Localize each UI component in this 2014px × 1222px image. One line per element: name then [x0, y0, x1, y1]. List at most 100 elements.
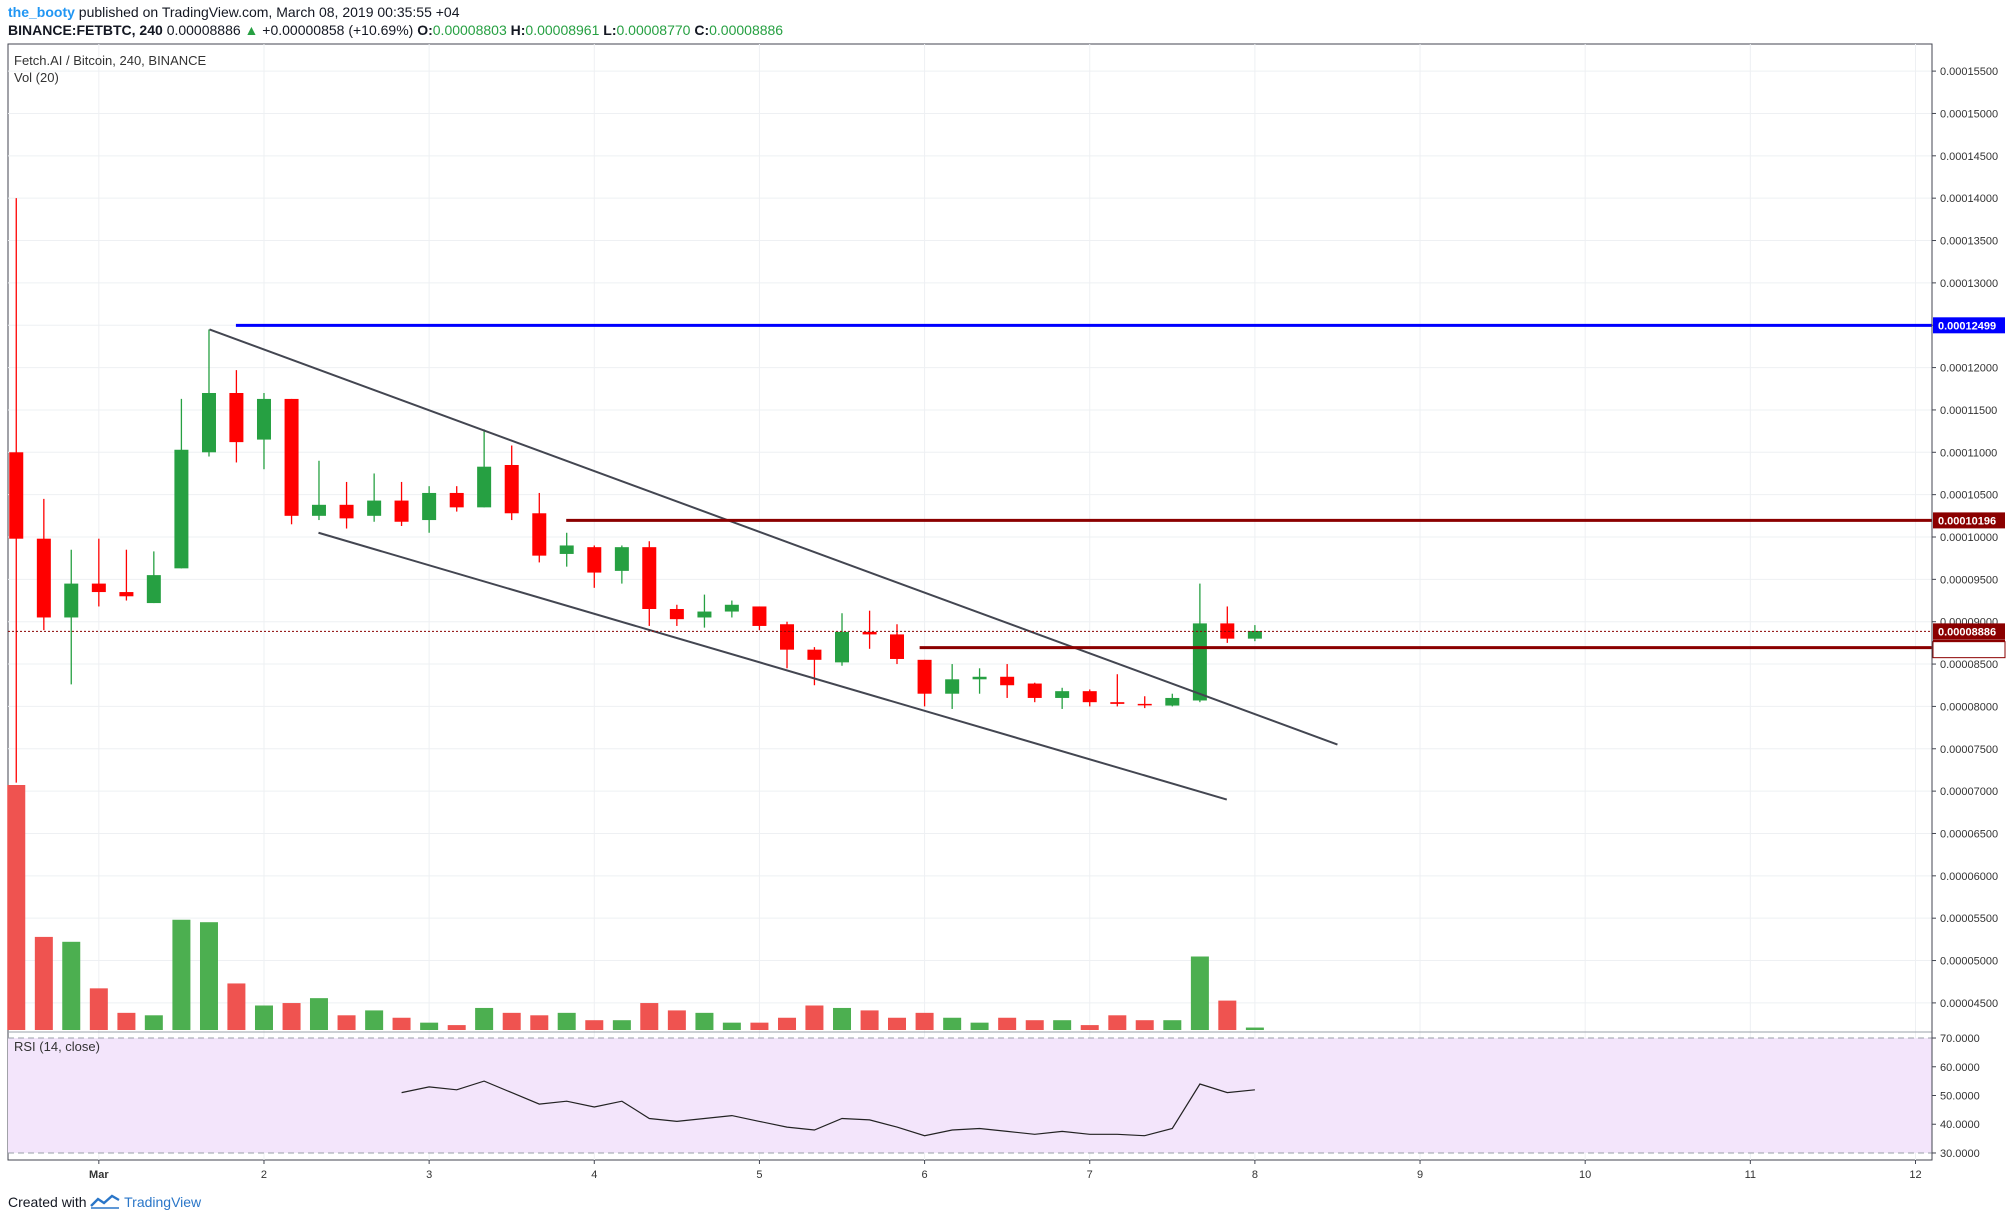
- low-label: L:: [603, 22, 617, 38]
- volume-bar: [1135, 1020, 1154, 1030]
- volume-bar: [943, 1017, 962, 1030]
- volume-bars: [7, 785, 1264, 1030]
- candle[interactable]: [394, 481, 409, 526]
- open-label: O:: [417, 22, 433, 38]
- tradingview-brand[interactable]: TradingView: [124, 1194, 202, 1210]
- candle[interactable]: [1220, 606, 1235, 643]
- candle-body: [422, 492, 437, 521]
- candle[interactable]: [917, 659, 932, 707]
- volume-bar: [1163, 1020, 1182, 1030]
- created-with-label: Created with: [8, 1194, 87, 1210]
- candle[interactable]: [724, 600, 739, 618]
- volume-bar: [888, 1017, 907, 1030]
- volume-bar: [612, 1020, 631, 1030]
- price-tick-label: 0.00010000: [1940, 532, 1998, 544]
- candle[interactable]: [972, 668, 987, 694]
- candle[interactable]: [642, 541, 657, 626]
- candle-body: [1137, 703, 1152, 706]
- candle[interactable]: [752, 606, 767, 631]
- candle[interactable]: [504, 445, 519, 521]
- candle[interactable]: [229, 370, 244, 463]
- time-tick-label: 6: [922, 1169, 928, 1181]
- time-tick-label: Mar: [89, 1169, 109, 1181]
- candle[interactable]: [449, 486, 464, 512]
- candle[interactable]: [559, 532, 574, 567]
- candle[interactable]: [862, 610, 877, 649]
- candle[interactable]: [1082, 689, 1097, 707]
- candle[interactable]: [1192, 583, 1207, 703]
- candle-body: [917, 659, 932, 694]
- candle[interactable]: [890, 624, 905, 665]
- candle[interactable]: [1110, 674, 1125, 707]
- candle[interactable]: [367, 473, 382, 522]
- candle-body: [945, 679, 960, 694]
- candle[interactable]: [587, 545, 602, 588]
- volume-bar: [199, 922, 218, 1030]
- volume-bar: [420, 1022, 439, 1030]
- candle[interactable]: [669, 604, 684, 626]
- price-tick-label: 0.00011000: [1940, 447, 1997, 459]
- candle[interactable]: [9, 198, 24, 783]
- volume-bar: [667, 1010, 686, 1030]
- candle[interactable]: [311, 460, 326, 521]
- candle[interactable]: [284, 398, 299, 525]
- candle[interactable]: [422, 486, 437, 533]
- candle[interactable]: [697, 594, 712, 628]
- volume-bar: [860, 1010, 879, 1030]
- candle[interactable]: [91, 538, 106, 607]
- candle-body: [972, 676, 987, 680]
- candle[interactable]: [339, 481, 354, 529]
- candle-body: [174, 449, 189, 569]
- candle[interactable]: [1137, 696, 1152, 709]
- price-tick-label: 0.00014000: [1940, 193, 1998, 205]
- candle[interactable]: [1027, 682, 1042, 703]
- channel-lower-line[interactable]: [318, 531, 1228, 801]
- volume-bar: [915, 1012, 934, 1030]
- drawing-lines[interactable]: [8, 323, 1932, 801]
- price-tick-label: 0.00014500: [1940, 151, 1998, 163]
- candle[interactable]: [614, 545, 629, 584]
- candles[interactable]: [9, 198, 1262, 783]
- candle[interactable]: [532, 492, 547, 563]
- volume-bar: [1053, 1020, 1072, 1030]
- quote-line: BINANCE:FETBTC, 240 0.00008886 ▲ +0.0000…: [8, 22, 783, 38]
- candle[interactable]: [835, 613, 850, 666]
- volume-bar: [7, 785, 26, 1030]
- volume-bar: [778, 1017, 797, 1030]
- candle[interactable]: [119, 549, 134, 601]
- volume-bar: [447, 1025, 466, 1030]
- open-value: 0.00008803: [432, 22, 507, 38]
- candle[interactable]: [1165, 693, 1180, 707]
- rsi-pane: [8, 1031, 1932, 1154]
- candle[interactable]: [146, 551, 161, 604]
- grid-lines: [7, 43, 1933, 1161]
- candle[interactable]: [36, 498, 51, 631]
- volume-bar: [557, 1012, 576, 1030]
- candle[interactable]: [1055, 687, 1070, 709]
- candle-body: [394, 500, 409, 522]
- author-link[interactable]: the_booty: [8, 4, 75, 20]
- candle-body: [477, 466, 492, 508]
- chart-title: Fetch.AI / Bitcoin, 240, BINANCE: [14, 53, 207, 68]
- candle[interactable]: [945, 664, 960, 709]
- volume-bar: [1218, 1000, 1237, 1030]
- candle[interactable]: [1000, 664, 1015, 698]
- price-tick-label: 0.00010500: [1940, 490, 1998, 502]
- rsi-tick-label: 70.0000: [1940, 1033, 1980, 1045]
- channel-upper-line[interactable]: [209, 328, 1338, 746]
- candle-body: [1110, 702, 1125, 704]
- candle[interactable]: [174, 398, 189, 569]
- volume-bar: [172, 919, 191, 1030]
- candle[interactable]: [1247, 625, 1262, 642]
- volume-bar: [1190, 956, 1209, 1030]
- candle-body: [146, 575, 161, 604]
- volume-bar: [530, 1015, 549, 1030]
- candle[interactable]: [780, 621, 795, 669]
- candle[interactable]: [256, 392, 271, 470]
- volume-bar: [502, 1012, 521, 1030]
- candle-body: [9, 452, 24, 539]
- candle[interactable]: [201, 329, 216, 457]
- candle[interactable]: [477, 429, 492, 508]
- candle[interactable]: [64, 549, 79, 685]
